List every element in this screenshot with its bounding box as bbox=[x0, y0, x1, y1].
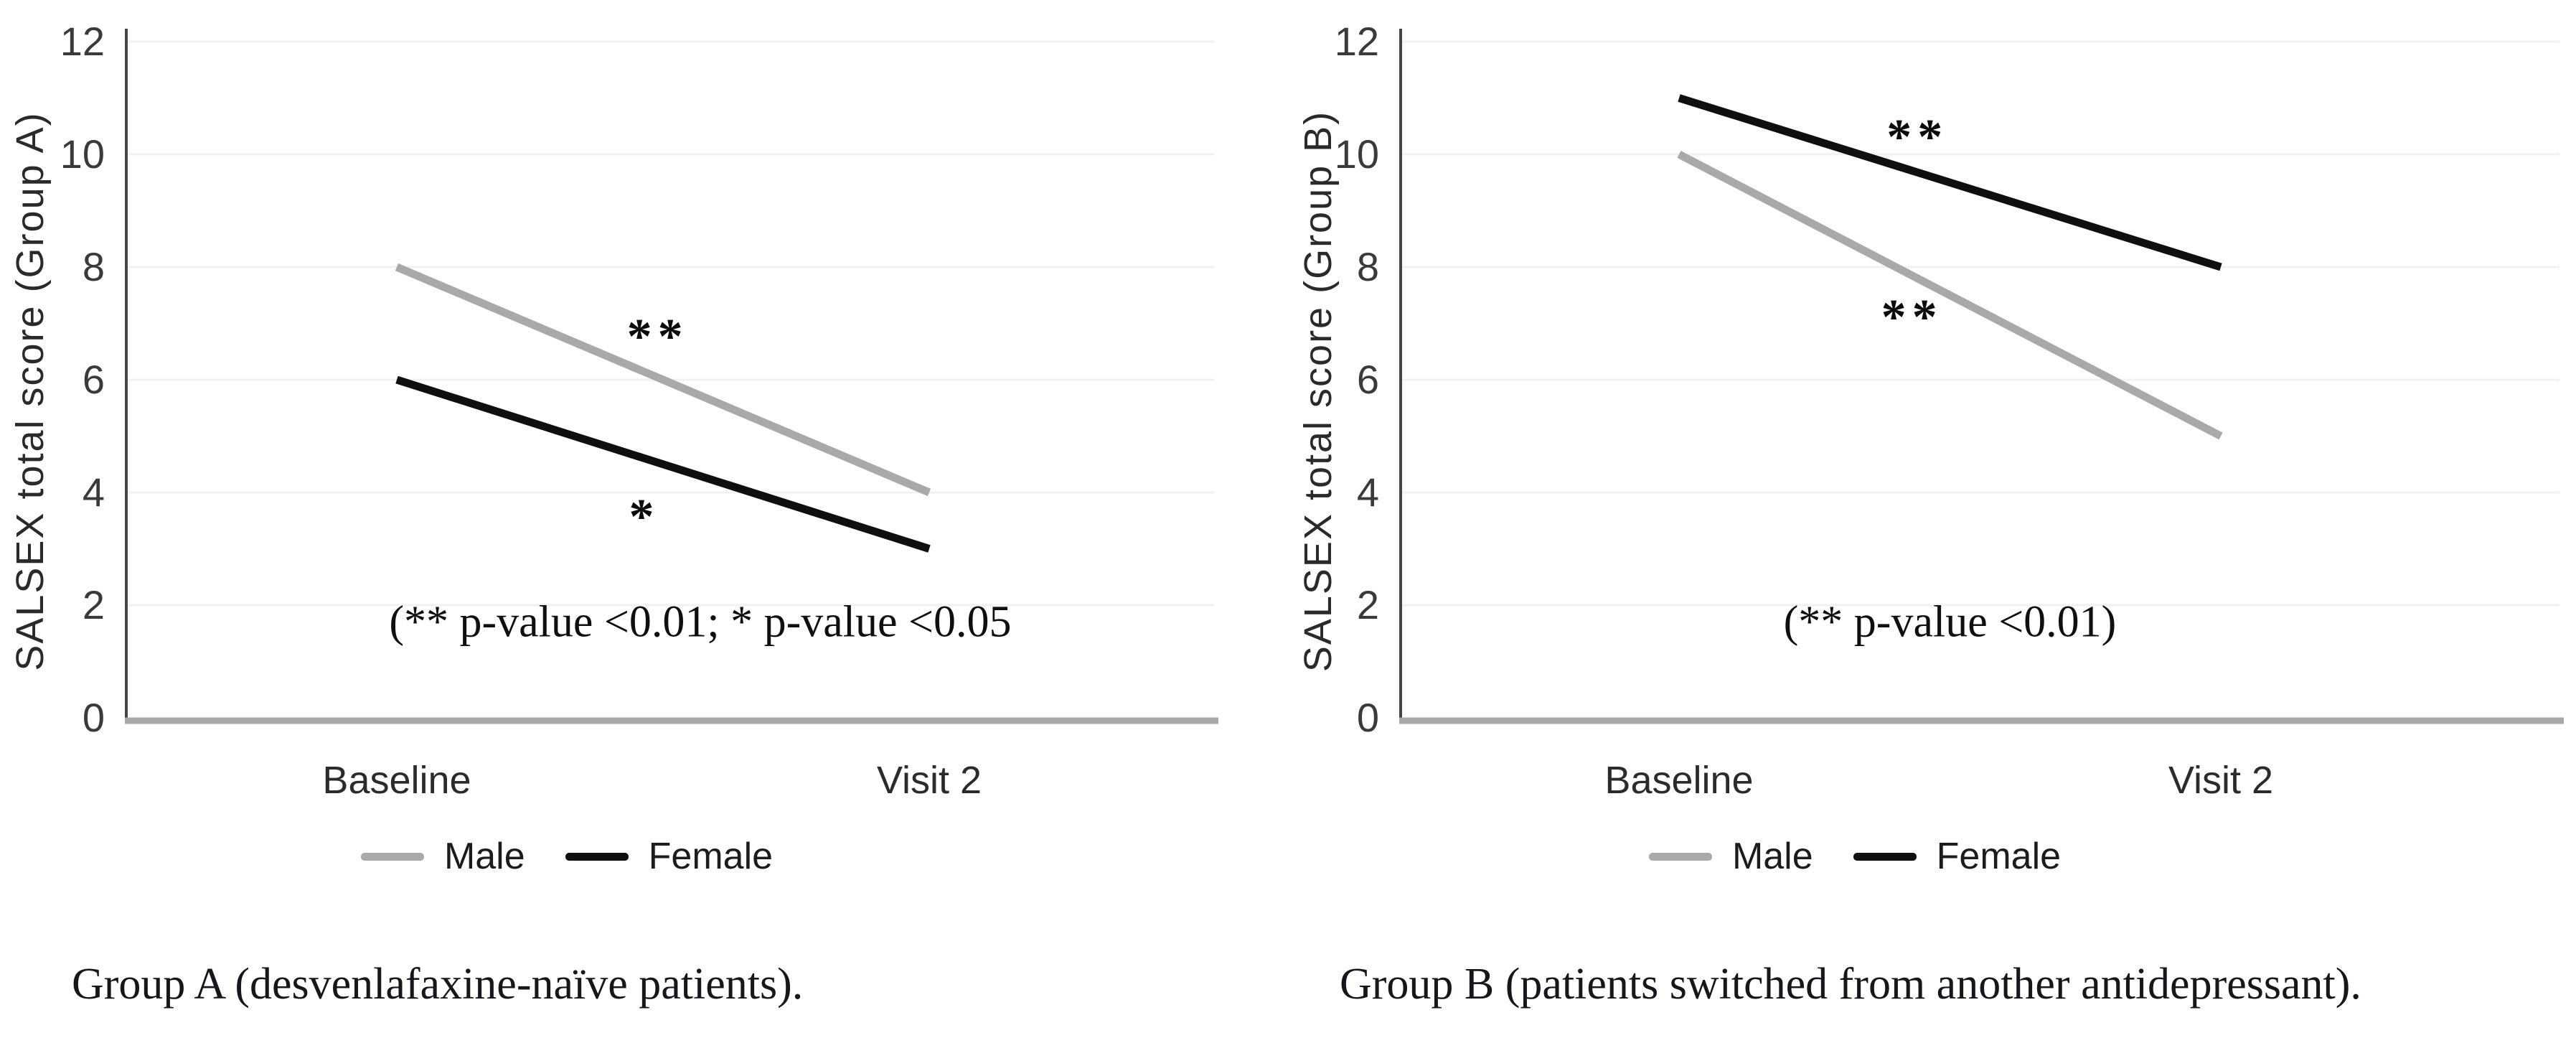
y-tick-label: 4 bbox=[83, 469, 105, 515]
legend-item-male: Male bbox=[360, 835, 525, 878]
y-tick-label: 12 bbox=[60, 19, 105, 64]
legend-item-female: Female bbox=[1853, 835, 2061, 878]
male-line-swatch bbox=[360, 852, 424, 861]
x-tick-label-baseline: Baseline bbox=[1604, 759, 1754, 802]
legend-label-male: Male bbox=[443, 836, 525, 877]
chart-panel-group-a: SALSEX total score (Group A) 0 2 4 6 8 10 12 B… bbox=[0, 19, 1218, 1009]
male-series-line bbox=[395, 263, 931, 497]
y-tick-label: 6 bbox=[1357, 357, 1379, 402]
significance-marker: ** bbox=[626, 309, 689, 365]
y-tick-label: 0 bbox=[1357, 695, 1379, 740]
male-series-line bbox=[1677, 151, 2223, 440]
y-tick-label: 8 bbox=[83, 244, 105, 289]
female-line-swatch bbox=[1853, 852, 1917, 861]
legend-item-male: Male bbox=[1648, 835, 1813, 878]
caption-group-a: Group A (desvenlafaxine-naïve patients). bbox=[72, 960, 804, 1009]
y-tick-label: 10 bbox=[60, 131, 105, 177]
x-tick-label-visit2: Visit 2 bbox=[876, 759, 982, 802]
y-tick-label: 10 bbox=[1335, 131, 1379, 177]
significance-marker: ** bbox=[1881, 289, 1943, 345]
legend-label-female: Female bbox=[648, 836, 774, 877]
female-line-swatch bbox=[565, 852, 629, 861]
y-tick-label: 2 bbox=[1357, 582, 1379, 627]
plot-area: 0 2 4 6 8 10 12 bbox=[1335, 19, 2564, 740]
male-line-swatch bbox=[1648, 852, 1712, 861]
significance-marker: ** bbox=[1886, 109, 1949, 165]
legend: Male Female bbox=[1288, 835, 2422, 878]
y-tick-label: 12 bbox=[1335, 19, 1379, 64]
x-tick-label-visit2: Visit 2 bbox=[2168, 759, 2274, 802]
significance-marker: * bbox=[629, 490, 660, 546]
p-value-note: (** p-value <0.01) bbox=[1783, 597, 2117, 647]
chart-panel-group-b: SALSEX total score (Group B) 0 2 4 6 8 10 12 B… bbox=[1288, 0, 2576, 1038]
caption-group-b: Group B (patients switched from another … bbox=[1340, 960, 2361, 1009]
legend: Male Female bbox=[0, 835, 1134, 878]
x-tick-label-baseline: Baseline bbox=[322, 759, 471, 802]
y-tick-label: 2 bbox=[83, 582, 105, 627]
y-tick-label: 0 bbox=[83, 695, 105, 740]
y-tick-label: 6 bbox=[83, 357, 105, 402]
legend-label-male: Male bbox=[1731, 836, 1813, 877]
legend-label-female: Female bbox=[1936, 836, 2062, 877]
p-value-note: (** p-value <0.01; * p-value <0.05 bbox=[389, 597, 1012, 647]
plot-area: 0 2 4 6 8 10 12 bbox=[60, 19, 1218, 740]
female-series-line bbox=[1678, 94, 2222, 271]
female-series-line bbox=[395, 375, 931, 553]
y-tick-label: 8 bbox=[1357, 244, 1379, 289]
y-tick-label: 4 bbox=[1357, 469, 1379, 515]
legend-item-female: Female bbox=[565, 835, 773, 878]
